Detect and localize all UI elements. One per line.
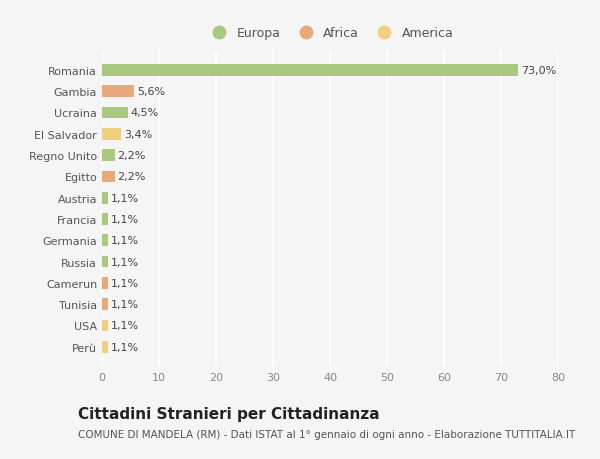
- Text: 1,1%: 1,1%: [111, 214, 139, 224]
- Bar: [102, 213, 108, 225]
- Text: 1,1%: 1,1%: [111, 236, 139, 246]
- Bar: [102, 341, 108, 353]
- Text: 1,1%: 1,1%: [111, 278, 139, 288]
- Text: 1,1%: 1,1%: [111, 299, 139, 309]
- Bar: [102, 256, 108, 268]
- Text: 2,2%: 2,2%: [118, 151, 146, 161]
- Text: 1,1%: 1,1%: [111, 342, 139, 352]
- Text: 5,6%: 5,6%: [137, 87, 165, 97]
- Text: 2,2%: 2,2%: [118, 172, 146, 182]
- Bar: [102, 65, 518, 77]
- Bar: [102, 235, 108, 246]
- Bar: [102, 107, 128, 119]
- Text: Cittadini Stranieri per Cittadinanza: Cittadini Stranieri per Cittadinanza: [78, 406, 380, 421]
- Bar: [102, 86, 134, 98]
- Text: 4,5%: 4,5%: [131, 108, 159, 118]
- Text: 73,0%: 73,0%: [521, 66, 556, 76]
- Text: 1,1%: 1,1%: [111, 321, 139, 330]
- Text: COMUNE DI MANDELA (RM) - Dati ISTAT al 1° gennaio di ogni anno - Elaborazione TU: COMUNE DI MANDELA (RM) - Dati ISTAT al 1…: [78, 429, 575, 439]
- Text: 3,4%: 3,4%: [124, 129, 152, 140]
- Bar: [102, 277, 108, 289]
- Bar: [102, 320, 108, 331]
- Bar: [102, 171, 115, 183]
- Bar: [102, 150, 115, 162]
- Text: 1,1%: 1,1%: [111, 193, 139, 203]
- Bar: [102, 299, 108, 310]
- Legend: Europa, Africa, America: Europa, Africa, America: [202, 22, 458, 45]
- Bar: [102, 192, 108, 204]
- Bar: [102, 129, 121, 140]
- Text: 1,1%: 1,1%: [111, 257, 139, 267]
